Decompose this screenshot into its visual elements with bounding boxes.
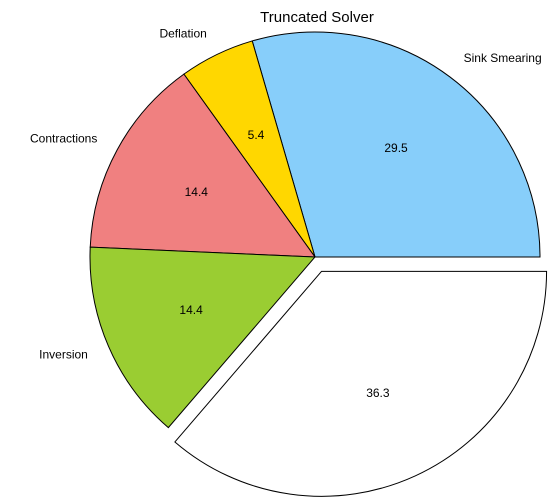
pie-slice [251, 31, 541, 258]
value-label: 5.4 [248, 128, 265, 142]
pie-slice [89, 73, 317, 258]
value-label: 36.3 [366, 386, 390, 400]
slice-label: Sink Smearing [464, 51, 542, 65]
value-label: 29.5 [384, 141, 408, 155]
slice-label: Inversion [39, 347, 88, 361]
value-label: 14.4 [185, 185, 209, 199]
slice-label: Deflation [159, 27, 206, 41]
pie-slice [89, 246, 317, 429]
chart-title: Truncated Solver [260, 9, 374, 26]
pie-slice [174, 270, 548, 497]
value-label: 14.4 [179, 303, 203, 317]
slice-label: Contractions [30, 131, 97, 145]
